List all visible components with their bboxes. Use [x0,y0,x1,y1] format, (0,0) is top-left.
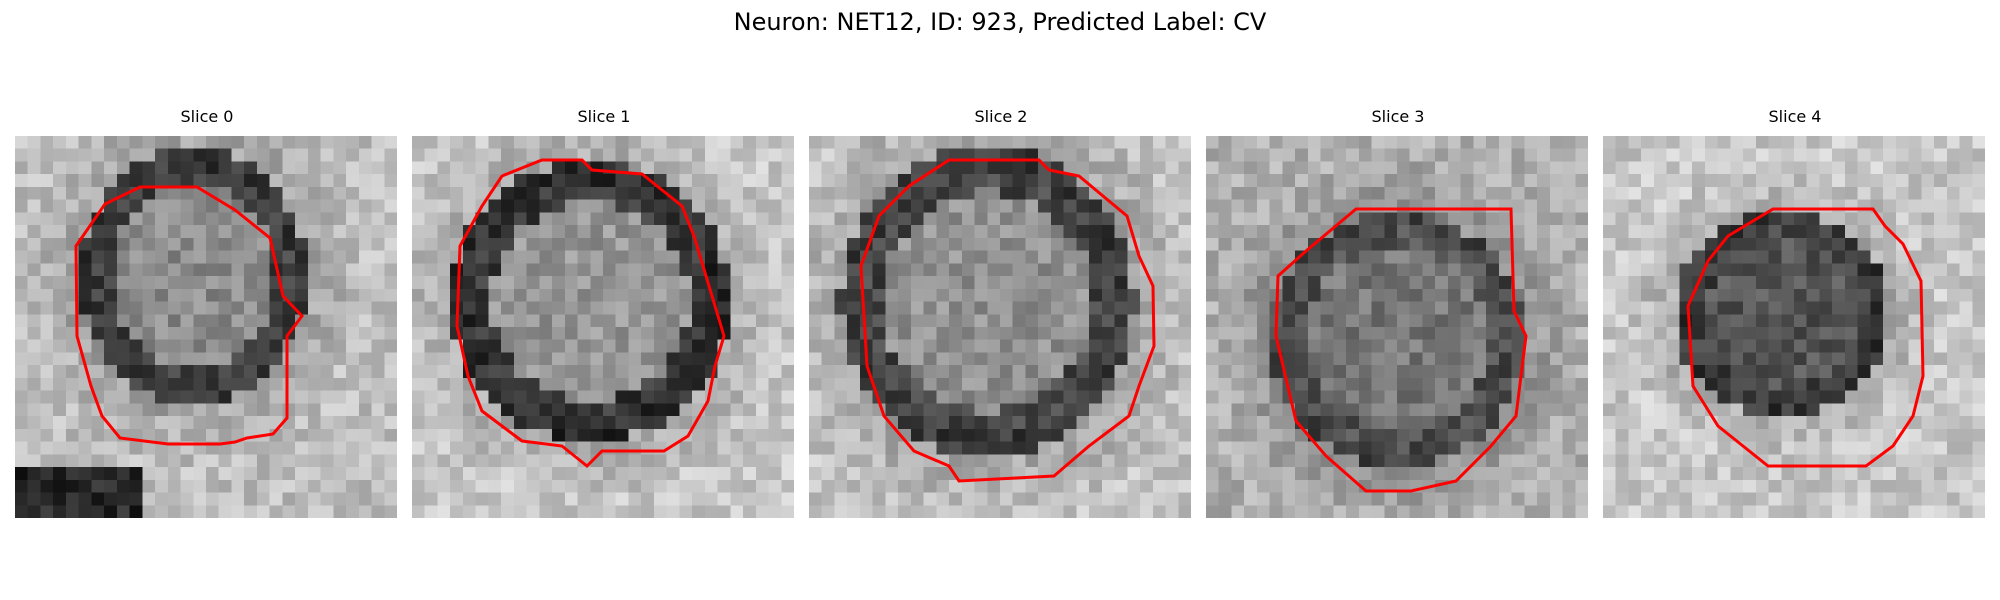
slice-title: Slice 4 [1768,107,1822,126]
slice-image-frame [1603,136,1985,518]
slice-image [809,136,1191,518]
roi-outline [1686,207,1925,468]
slice-image-frame [412,136,794,518]
slice-image [15,136,397,518]
slice-image [412,136,794,518]
slice-panel-0: Slice 0 [15,105,399,518]
slice-panel-1: Slice 1 [412,105,796,518]
slice-panel-2: Slice 2 [809,105,1193,518]
slice-image-frame [15,136,397,518]
slice-image-frame [809,136,1191,518]
slice-title: Slice 1 [577,107,631,126]
slice-title: Slice 3 [1371,107,1425,126]
roi-outline [859,158,1156,483]
slice-panel-3: Slice 3 [1206,105,1590,518]
slice-image-frame [1206,136,1588,518]
slice-image [1206,136,1588,518]
slice-panel-4: Slice 4 [1603,105,1987,518]
roi-outline [74,185,304,446]
figure-title: Neuron: NET12, ID: 923, Predicted Label:… [733,8,1267,36]
slice-title: Slice 0 [180,107,234,126]
roi-outline [1274,207,1528,493]
slice-title: Slice 2 [974,107,1028,126]
roi-outline [455,158,726,469]
